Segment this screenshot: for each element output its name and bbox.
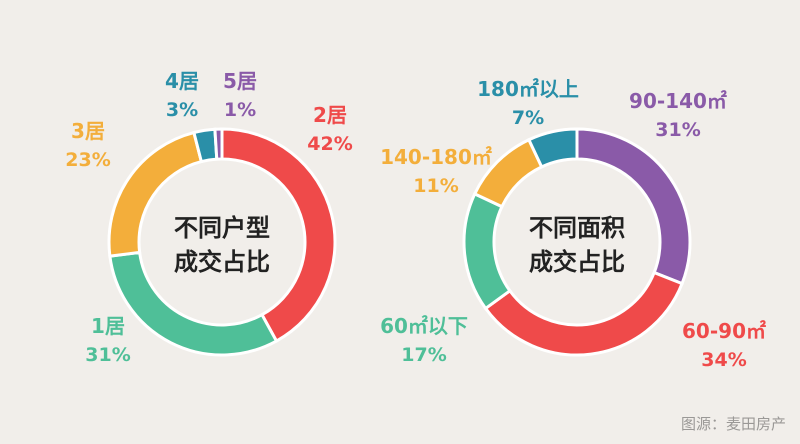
- slice-label: 60㎡以下: [380, 314, 468, 338]
- donut-slice: [526, 127, 579, 169]
- donut-slice: [220, 127, 337, 344]
- donut-slice: [462, 191, 512, 311]
- slice-label: 90-140㎡: [629, 89, 727, 113]
- slice-value-label: 3%: [166, 99, 198, 121]
- donut-center-title: 成交占比: [529, 248, 625, 276]
- slice-value-label: 31%: [85, 344, 130, 366]
- donut-center-title: 不同户型: [174, 214, 270, 242]
- donut-center-title: 成交占比: [174, 248, 270, 276]
- slice-label: 180㎡以上: [477, 77, 579, 101]
- slice-label: 2居: [313, 103, 347, 127]
- slice-label: 3居: [71, 119, 105, 143]
- slice-value-label: 17%: [401, 344, 446, 366]
- donut-center-title: 不同面积: [529, 214, 625, 242]
- slice-value-label: 1%: [224, 99, 256, 121]
- source-credit: 图源：麦田房产: [680, 415, 786, 433]
- slice-label: 60-90㎡: [682, 319, 766, 343]
- slice-label: 1居: [91, 314, 125, 338]
- slice-label: 140-180㎡: [380, 145, 492, 169]
- donut-slice: [483, 270, 685, 357]
- slice-value-label: 7%: [512, 107, 544, 129]
- slice-value-label: 23%: [65, 149, 110, 171]
- slice-value-label: 42%: [307, 133, 352, 155]
- slice-label: 5居: [223, 69, 257, 93]
- slice-value-label: 34%: [701, 349, 746, 371]
- slice-value-label: 31%: [655, 119, 700, 141]
- slice-value-label: 11%: [413, 175, 458, 197]
- donut-chart-area-size: 90-140㎡ 31% 60-90㎡ 34% 60㎡以下 17% 140-180㎡ 11% 18…: [380, 77, 766, 371]
- slice-label: 4居: [165, 69, 199, 93]
- donut-slice: [213, 127, 224, 161]
